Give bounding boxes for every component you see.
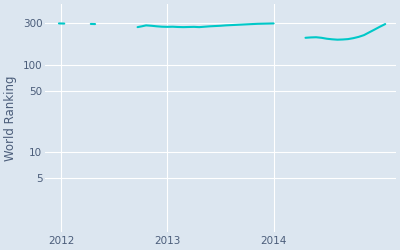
Y-axis label: World Ranking: World Ranking bbox=[4, 75, 17, 161]
